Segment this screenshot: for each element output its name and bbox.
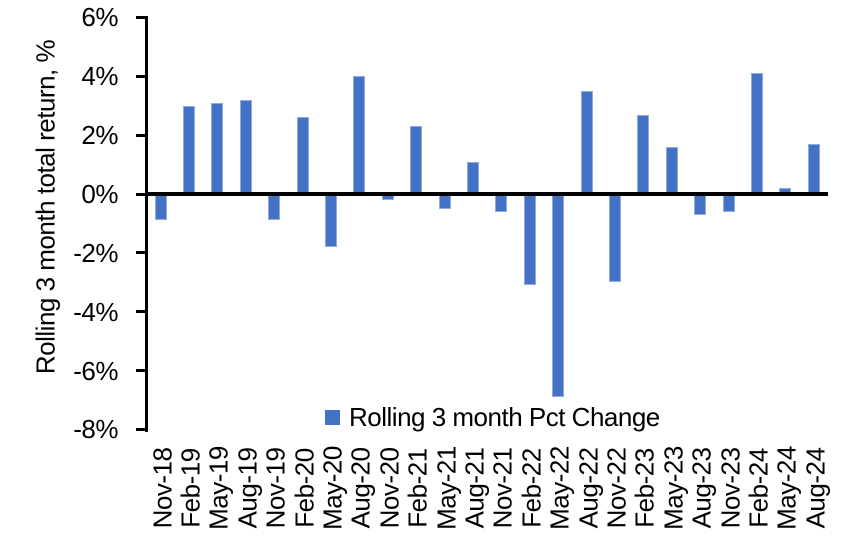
y-tick-label: -4% bbox=[73, 296, 118, 327]
legend-label: Rolling 3 month Pct Change bbox=[349, 402, 660, 432]
x-tick-label: May-20 bbox=[317, 446, 348, 530]
y-tick-label: -2% bbox=[73, 237, 118, 268]
bar bbox=[581, 90, 593, 196]
x-tick-label: Aug-23 bbox=[686, 447, 717, 529]
x-tick-label: Feb-23 bbox=[629, 448, 660, 528]
bar bbox=[467, 161, 479, 196]
x-tick-label: May-24 bbox=[771, 446, 802, 530]
x-tick-label: Feb-19 bbox=[175, 448, 206, 528]
y-axis-tick-mark bbox=[136, 369, 146, 373]
x-tick-label: Aug-19 bbox=[232, 447, 263, 529]
bar bbox=[183, 105, 195, 196]
x-tick-label: Nov-20 bbox=[374, 447, 405, 529]
bar bbox=[524, 192, 536, 286]
y-axis-tick-mark bbox=[136, 427, 146, 431]
bar bbox=[211, 102, 223, 196]
bar bbox=[552, 192, 564, 398]
y-tick-label: 4% bbox=[81, 61, 118, 92]
bar bbox=[808, 143, 820, 196]
bar bbox=[297, 117, 309, 196]
x-tick-label: Aug-21 bbox=[459, 447, 490, 529]
bar bbox=[155, 192, 167, 221]
y-axis-line bbox=[145, 16, 148, 432]
x-tick-label: Nov-21 bbox=[487, 447, 518, 529]
y-axis-tick-mark bbox=[136, 133, 146, 137]
bar bbox=[268, 192, 280, 221]
bar bbox=[751, 73, 763, 196]
x-tick-label: Feb-22 bbox=[516, 448, 547, 528]
y-tick-label: -6% bbox=[73, 355, 118, 386]
x-tick-label: Nov-18 bbox=[147, 447, 177, 529]
y-tick-label: 6% bbox=[81, 2, 118, 33]
y-tick-label: -8% bbox=[73, 414, 118, 445]
x-tick-label: Nov-19 bbox=[260, 447, 291, 529]
bar bbox=[666, 146, 678, 196]
y-axis-tick-mark bbox=[136, 251, 146, 255]
y-tick-label: 0% bbox=[81, 179, 118, 209]
x-tick-label: Feb-20 bbox=[289, 448, 319, 528]
x-tick-label: Aug-20 bbox=[345, 447, 376, 529]
bar bbox=[637, 114, 649, 196]
x-tick-label: Aug-22 bbox=[573, 447, 603, 529]
legend-swatch-icon bbox=[325, 410, 340, 425]
legend: Rolling 3 month Pct Change bbox=[325, 402, 660, 433]
x-tick-label: Feb-21 bbox=[402, 448, 433, 528]
x-tick-label: Nov-22 bbox=[601, 447, 632, 529]
y-axis-tick-mark bbox=[136, 15, 146, 19]
x-tick-label: May-22 bbox=[544, 446, 575, 530]
x-tick-label: May-21 bbox=[431, 446, 461, 530]
bar bbox=[609, 192, 621, 283]
y-axis-tick-mark bbox=[136, 192, 146, 196]
bar bbox=[410, 126, 422, 196]
x-tick-label: Aug-24 bbox=[800, 447, 831, 529]
y-tick-label: 2% bbox=[81, 120, 118, 151]
x-tick-label: Nov-23 bbox=[715, 447, 745, 529]
bar bbox=[325, 192, 337, 247]
bar bbox=[240, 99, 252, 196]
x-tick-label: May-23 bbox=[658, 446, 689, 530]
zero-baseline bbox=[145, 192, 828, 196]
y-axis-tick-mark bbox=[136, 74, 146, 78]
x-tick-label: Feb-24 bbox=[743, 448, 774, 528]
bar bbox=[353, 76, 365, 196]
x-tick-label: May-19 bbox=[203, 446, 234, 530]
y-axis-tick-mark bbox=[136, 310, 146, 314]
